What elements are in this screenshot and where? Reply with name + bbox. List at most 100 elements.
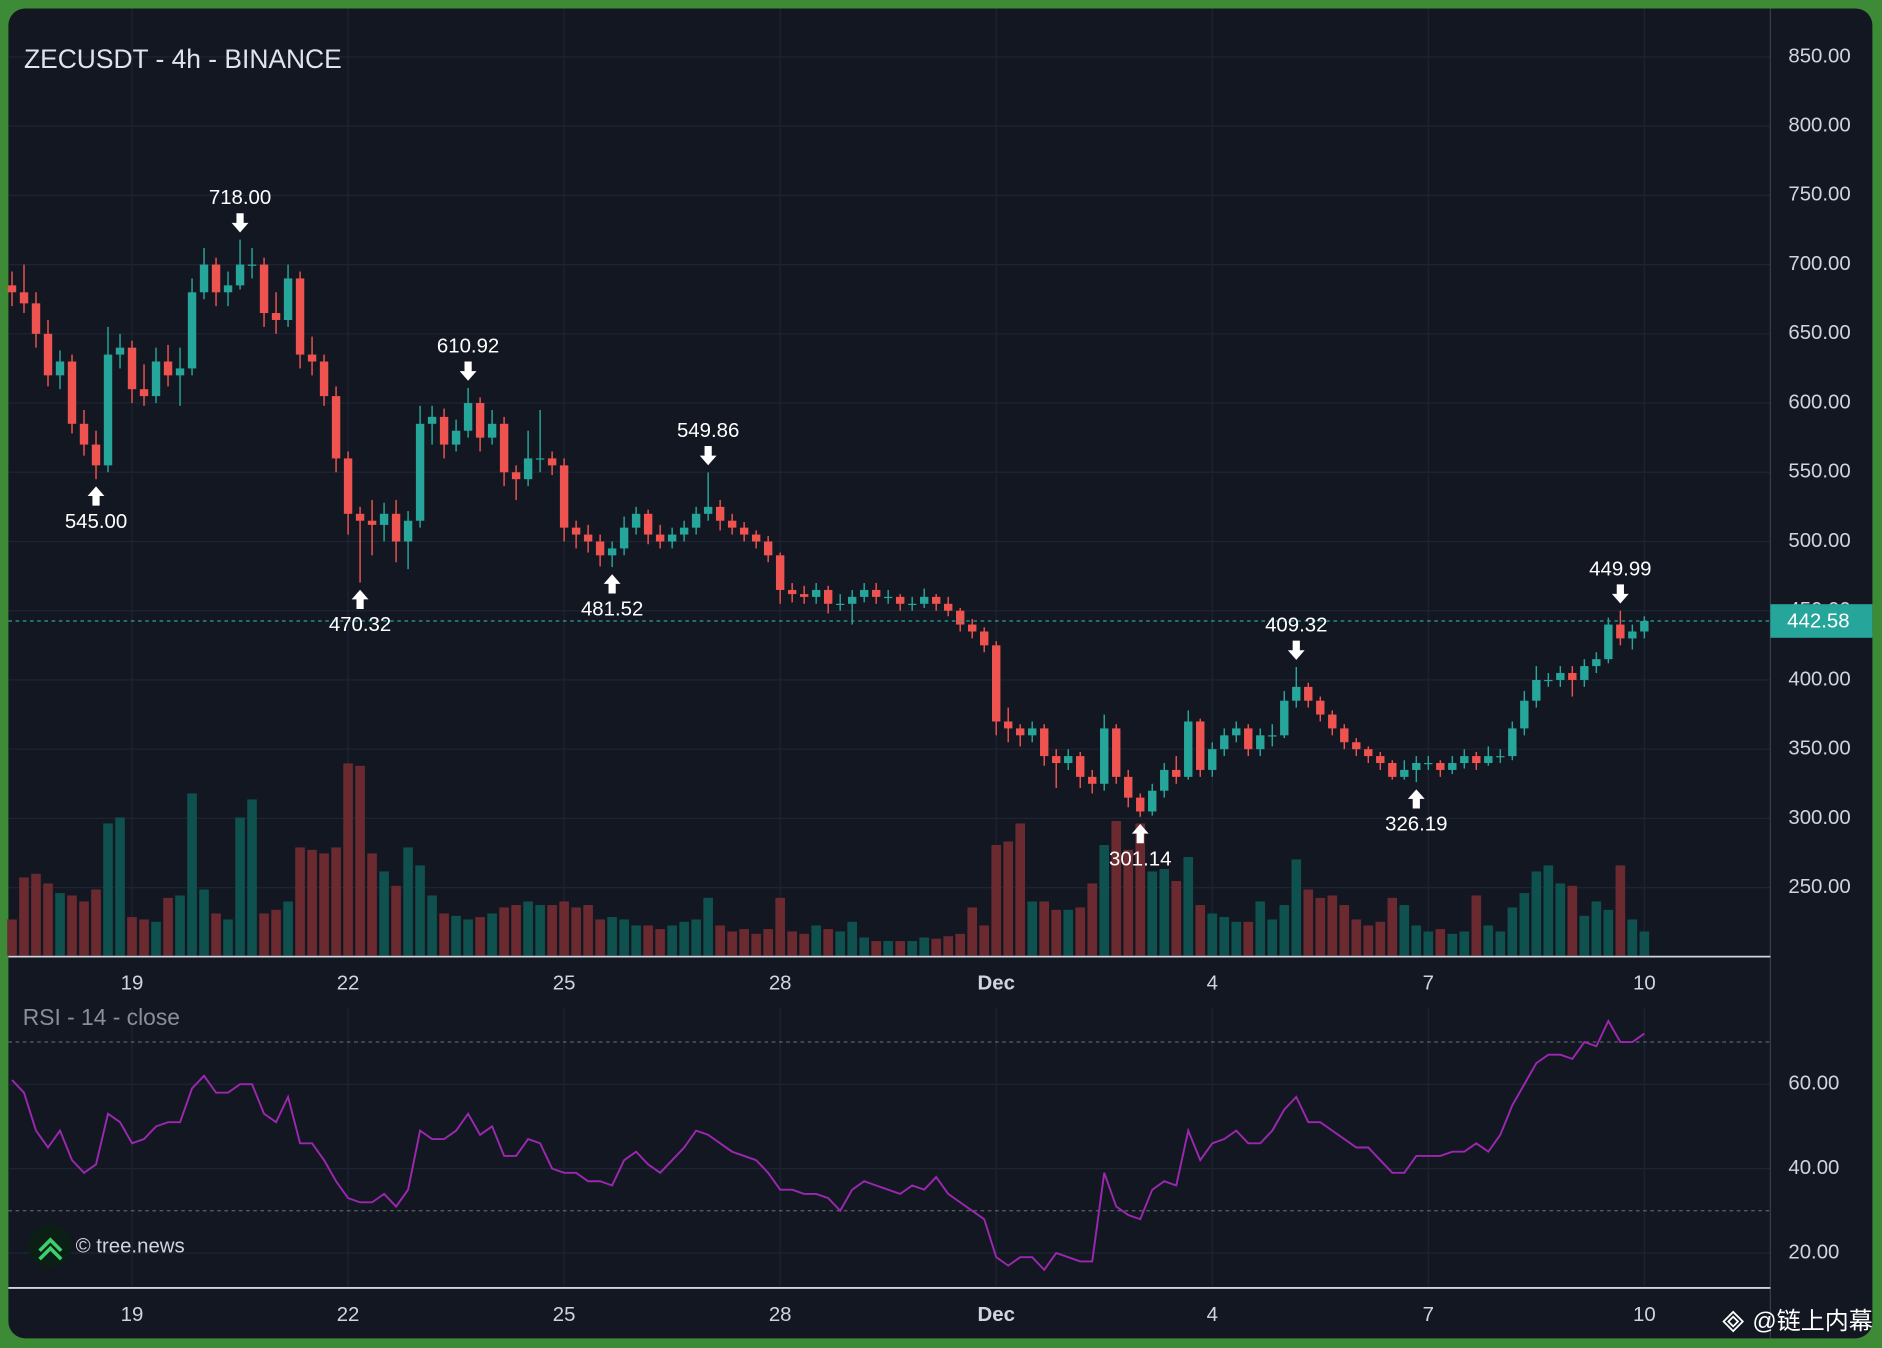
y-tick-label: 400.00 bbox=[1788, 668, 1850, 690]
candle-body bbox=[295, 278, 305, 355]
y-tick-label: 750.00 bbox=[1788, 184, 1850, 206]
annotation-label: 449.99 bbox=[1589, 558, 1651, 580]
annotation-arrow bbox=[351, 589, 369, 609]
candle-body bbox=[223, 285, 233, 293]
volume-bar bbox=[571, 907, 581, 956]
candle-body bbox=[1592, 659, 1601, 667]
candle-body bbox=[91, 444, 101, 466]
volume-bar bbox=[271, 909, 281, 956]
candle-body bbox=[895, 596, 905, 604]
volume-bar bbox=[451, 915, 461, 956]
candle-body bbox=[1508, 728, 1517, 757]
annotation-label: 718.00 bbox=[209, 187, 271, 209]
watermark-logo bbox=[28, 1224, 73, 1268]
volume-bar bbox=[1459, 931, 1470, 956]
candle-body bbox=[175, 368, 185, 376]
volume-bar bbox=[559, 901, 569, 956]
source-icon bbox=[1722, 1310, 1745, 1333]
x-tick-label: 4 bbox=[1207, 973, 1218, 995]
candle-body bbox=[1160, 769, 1169, 791]
candle-body bbox=[1376, 756, 1385, 764]
volume-bar bbox=[1363, 925, 1374, 956]
x-tick-label: 28 bbox=[769, 973, 792, 995]
annotation-label: 301.14 bbox=[1109, 848, 1171, 870]
candle-body bbox=[1328, 714, 1337, 729]
candle-body bbox=[775, 555, 785, 590]
volume-bar bbox=[787, 931, 797, 956]
candle-body bbox=[307, 354, 317, 362]
y-tick-label: 550.00 bbox=[1788, 461, 1850, 483]
candle-body bbox=[523, 458, 533, 480]
volume-bar bbox=[187, 793, 197, 956]
volume-bar bbox=[1327, 895, 1338, 956]
candle-body bbox=[1016, 728, 1025, 736]
annotation-arrow bbox=[87, 486, 105, 506]
candle-body bbox=[1388, 763, 1397, 777]
annotation-label: 481.52 bbox=[581, 599, 643, 621]
volume-bar bbox=[331, 847, 341, 956]
volume-bar bbox=[487, 913, 497, 956]
volume-bar bbox=[1483, 925, 1494, 956]
candle-body bbox=[787, 589, 797, 595]
candle-body bbox=[1544, 679, 1553, 682]
volume-bar bbox=[127, 917, 137, 956]
candle-body bbox=[871, 589, 881, 597]
volume-bar bbox=[907, 941, 917, 956]
x-tick-label: 25 bbox=[553, 973, 576, 995]
candle-body bbox=[679, 527, 689, 535]
volume-bar bbox=[1423, 931, 1434, 956]
candle-body bbox=[1580, 666, 1589, 680]
x-tick-label: 19 bbox=[121, 1304, 144, 1326]
volume-bar bbox=[715, 925, 725, 956]
volume-bar bbox=[1075, 907, 1086, 956]
volume-bar bbox=[1279, 905, 1290, 956]
candle-body bbox=[1364, 749, 1373, 757]
annotation-label: 470.32 bbox=[329, 614, 391, 636]
candle-body bbox=[1400, 769, 1409, 777]
volume-bar bbox=[1591, 901, 1602, 956]
volume-bar bbox=[1627, 919, 1638, 956]
volume-bar bbox=[835, 931, 845, 956]
volume-bar bbox=[1399, 905, 1410, 956]
candle-body bbox=[691, 513, 701, 528]
volume-bar bbox=[1387, 897, 1398, 956]
candle-body bbox=[559, 465, 569, 528]
candle-body bbox=[1460, 756, 1469, 764]
candle-body bbox=[631, 513, 641, 528]
candle-body bbox=[931, 596, 941, 604]
volume-bar bbox=[619, 919, 629, 956]
volume-bar bbox=[1111, 821, 1122, 956]
volume-bar bbox=[991, 845, 1002, 956]
candle-body bbox=[271, 313, 281, 320]
volume-bar bbox=[799, 933, 809, 956]
volume-bar bbox=[367, 853, 377, 956]
volume-bar bbox=[1303, 889, 1314, 956]
volume-bar bbox=[259, 913, 269, 956]
volume-bar bbox=[883, 941, 893, 956]
annotation-arrow bbox=[459, 361, 477, 381]
candle-body bbox=[1640, 620, 1649, 632]
volume-bar bbox=[343, 763, 353, 956]
volume-bar bbox=[607, 917, 617, 956]
x-tick-label: Dec bbox=[978, 973, 1015, 995]
volume-bar bbox=[19, 877, 29, 956]
volume-bar bbox=[1087, 883, 1098, 956]
volume-bar bbox=[403, 847, 413, 956]
volume-bar bbox=[1255, 901, 1266, 956]
y-tick-label: 20.00 bbox=[1788, 1241, 1839, 1263]
grid bbox=[8, 8, 1771, 1287]
volume-bar bbox=[727, 931, 737, 956]
candle-body bbox=[19, 292, 29, 304]
annotation-label: 610.92 bbox=[437, 336, 499, 358]
annotation-label: 545.00 bbox=[65, 511, 127, 533]
y-tick-label: 40.00 bbox=[1788, 1157, 1839, 1179]
volume-bar bbox=[439, 913, 449, 956]
annotation-arrow bbox=[1611, 584, 1629, 604]
volume-bar bbox=[355, 765, 365, 956]
volume-bar bbox=[1171, 881, 1182, 956]
candle-body bbox=[1112, 728, 1121, 777]
volume-bar bbox=[643, 925, 653, 956]
candle-body bbox=[151, 361, 161, 397]
candle-body bbox=[379, 513, 389, 525]
